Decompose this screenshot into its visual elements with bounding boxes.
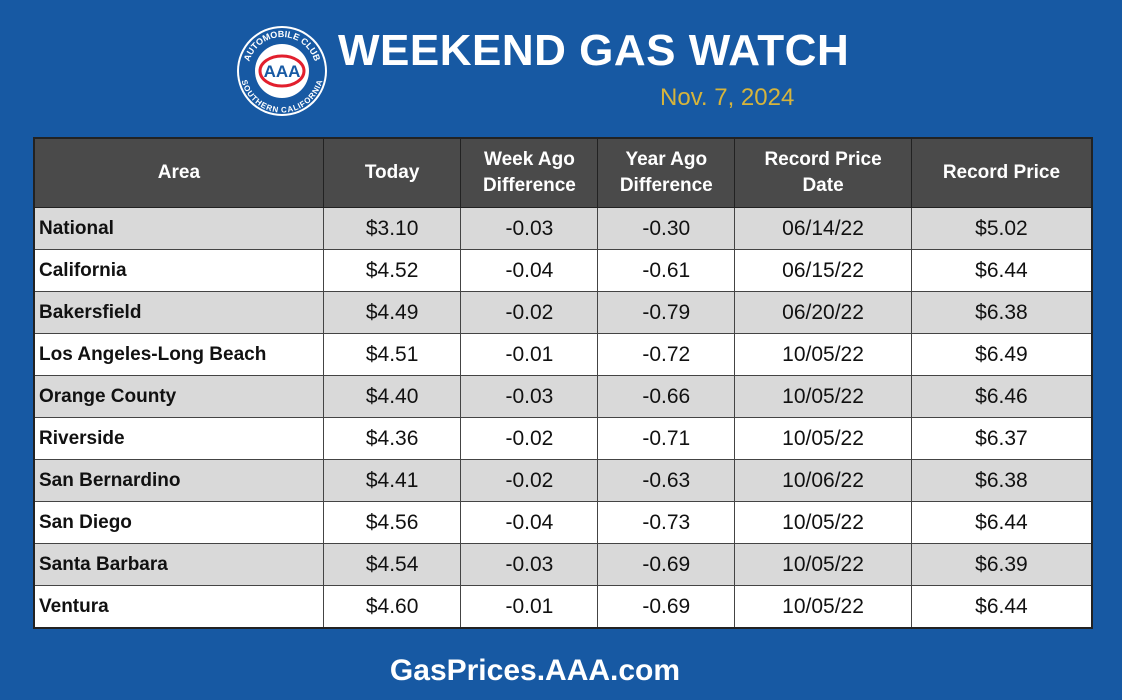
title: WEEKEND GAS WATCH: [338, 26, 850, 75]
area-cell: Bakersfield: [33, 291, 324, 334]
table-row: Ventura $4.60 -0.01 -0.69 10/05/22 $6.44: [33, 585, 1093, 629]
value-cell: $6.38: [910, 291, 1093, 334]
value-cell: $4.52: [322, 249, 462, 292]
value-cell: -0.02: [460, 459, 599, 502]
value-cell: $4.56: [322, 501, 462, 544]
area-cell: Ventura: [33, 585, 324, 629]
value-cell: $6.49: [910, 333, 1093, 376]
value-cell: $4.49: [322, 291, 462, 334]
area-cell: Santa Barbara: [33, 543, 324, 586]
value-cell: 10/05/22: [734, 501, 912, 544]
table-row: Los Angeles-Long Beach $4.51 -0.01 -0.72 10/…: [33, 333, 1093, 376]
column-header: Week Ago Difference: [460, 137, 599, 208]
value-cell: 10/05/22: [734, 375, 912, 418]
value-cell: 06/20/22: [734, 291, 912, 334]
area-cell: San Diego: [33, 501, 324, 544]
value-cell: -0.02: [460, 291, 599, 334]
value-cell: -0.30: [597, 207, 736, 250]
column-header: Record Price Date: [734, 137, 912, 208]
value-cell: $4.51: [322, 333, 462, 376]
value-cell: $6.44: [910, 585, 1093, 629]
table-row: Riverside $4.36 -0.02 -0.71 10/05/22 $6.37: [33, 417, 1093, 460]
table-row: Orange County $4.40 -0.03 -0.66 10/05/22 $6.4…: [33, 375, 1093, 418]
area-cell: Los Angeles-Long Beach: [33, 333, 324, 376]
value-cell: $4.60: [322, 585, 462, 629]
value-cell: $5.02: [910, 207, 1093, 250]
logo-center: AAA: [264, 62, 301, 81]
value-cell: $4.41: [322, 459, 462, 502]
column-header: Year Ago Difference: [597, 137, 736, 208]
table-row: Santa Barbara $4.54 -0.03 -0.69 10/05/22 $6.3…: [33, 543, 1093, 586]
value-cell: -0.03: [460, 375, 599, 418]
value-cell: -0.01: [460, 585, 599, 629]
value-cell: $6.37: [910, 417, 1093, 460]
logo-oval: [258, 54, 306, 88]
area-cell: Orange County: [33, 375, 324, 418]
column-header: Area: [33, 137, 324, 208]
value-cell: $6.46: [910, 375, 1093, 418]
table-body: National $3.10 -0.03 -0.30 06/14/22 $5.02 Cali…: [33, 207, 1093, 629]
area-cell: National: [33, 207, 324, 250]
value-cell: $4.40: [322, 375, 462, 418]
value-cell: 10/05/22: [734, 417, 912, 460]
value-cell: 10/05/22: [734, 585, 912, 629]
value-cell: -0.03: [460, 543, 599, 586]
value-cell: -0.69: [597, 543, 736, 586]
value-cell: -0.69: [597, 585, 736, 629]
value-cell: -0.72: [597, 333, 736, 376]
value-cell: -0.73: [597, 501, 736, 544]
value-cell: $6.39: [910, 543, 1093, 586]
footer-url: GasPrices.AAA.com: [389, 654, 681, 687]
value-cell: $6.44: [910, 249, 1093, 292]
header-row: Area Today Week Ago Difference Year Ago Dif…: [33, 137, 1093, 208]
value-cell: 10/05/22: [734, 543, 912, 586]
value-cell: $4.36: [322, 417, 462, 460]
value-cell: -0.01: [460, 333, 599, 376]
value-cell: -0.61: [597, 249, 736, 292]
value-cell: -0.03: [460, 207, 599, 250]
table-row: San Diego $4.56 -0.04 -0.73 10/05/22 $6.44: [33, 501, 1093, 544]
column-header: Record Price: [910, 137, 1093, 208]
value-cell: $6.44: [910, 501, 1093, 544]
value-cell: -0.66: [597, 375, 736, 418]
table-row: Bakersfield $4.49 -0.02 -0.79 06/20/22 $6.38: [33, 291, 1093, 334]
table-row: National $3.10 -0.03 -0.30 06/14/22 $5.02: [33, 207, 1093, 250]
value-cell: -0.04: [460, 501, 599, 544]
value-cell: 10/06/22: [734, 459, 912, 502]
value-cell: $6.38: [910, 459, 1093, 502]
value-cell: $4.54: [322, 543, 462, 586]
value-cell: -0.02: [460, 417, 599, 460]
logo: AUTOMOBILE CLUB SOUTHERN CALIFORNIA AAA: [237, 26, 327, 116]
area-cell: San Bernardino: [33, 459, 324, 502]
table-row: San Bernardino $4.41 -0.02 -0.63 10/06/22 $6.…: [33, 459, 1093, 502]
column-header: Today: [322, 137, 462, 208]
value-cell: -0.79: [597, 291, 736, 334]
area-cell: Riverside: [33, 417, 324, 460]
value-cell: 06/15/22: [734, 249, 912, 292]
area-cell: California: [33, 249, 324, 292]
value-cell: $3.10: [322, 207, 462, 250]
table-row: California $4.52 -0.04 -0.61 06/15/22 $6.44: [33, 249, 1093, 292]
value-cell: -0.04: [460, 249, 599, 292]
value-cell: -0.63: [597, 459, 736, 502]
value-cell: -0.71: [597, 417, 736, 460]
value-cell: 10/05/22: [734, 333, 912, 376]
date: Nov. 7, 2024: [660, 84, 795, 111]
price-table: Area Today Week Ago Difference Year Ago Dif…: [33, 137, 1093, 629]
value-cell: 06/14/22: [734, 207, 912, 250]
